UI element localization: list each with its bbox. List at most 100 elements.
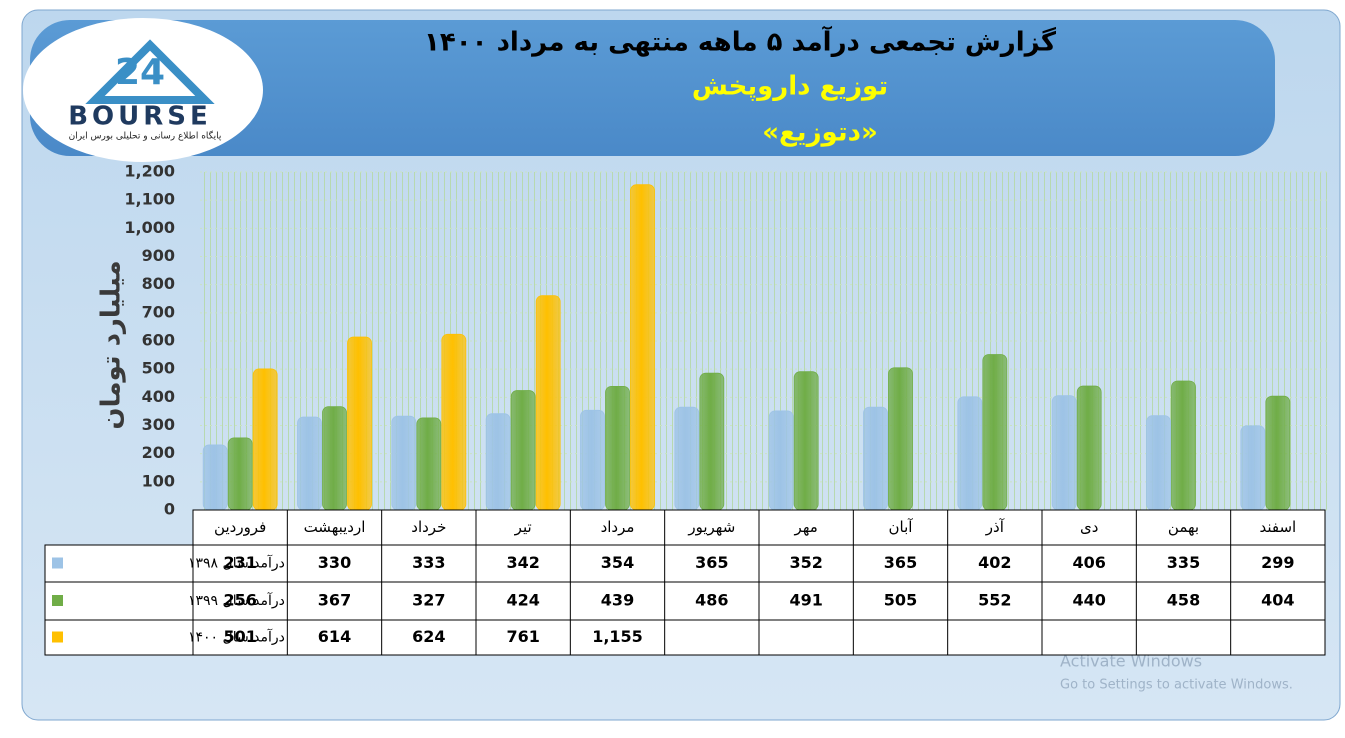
- table-value: 402: [978, 553, 1011, 572]
- table-value: 761: [506, 627, 539, 646]
- table-value: 335: [1167, 553, 1200, 572]
- x-tick-label: مهر: [794, 518, 818, 536]
- y-tick-label: 800: [142, 274, 175, 293]
- watermark: Activate Windows: [1060, 652, 1202, 671]
- table-value: 424: [506, 591, 539, 610]
- y-tick-label: 500: [142, 359, 175, 378]
- x-tick-label: شهریور: [687, 518, 735, 536]
- y-tick-label: 900: [142, 246, 175, 265]
- table-value: 352: [789, 553, 822, 572]
- legend-swatch: [52, 631, 63, 643]
- chart-subtitle: «دتوزیع»: [762, 118, 878, 148]
- bar: [202, 444, 228, 511]
- bar: [227, 437, 253, 511]
- x-tick-label: بهمن: [1168, 518, 1199, 536]
- legend-swatch: [52, 595, 63, 606]
- bar: [535, 295, 561, 511]
- table-value: 440: [1072, 591, 1105, 610]
- table-value: 505: [884, 591, 917, 610]
- table-value: 367: [318, 591, 351, 610]
- bar: [297, 416, 322, 511]
- legend-label: درآمد سال ۱۳۹۸: [188, 555, 285, 572]
- bar: [674, 406, 700, 511]
- bar: [982, 354, 1008, 511]
- bar: [605, 385, 630, 511]
- table-value: 231: [223, 553, 256, 572]
- bar: [347, 336, 372, 511]
- table-value: 501: [223, 627, 256, 646]
- bar: [1051, 395, 1077, 511]
- legend-swatch: [52, 557, 63, 569]
- table-value: 491: [789, 591, 822, 610]
- logo-text: BOURSE: [68, 102, 212, 132]
- table-value: 365: [695, 553, 728, 572]
- x-tick-label: مرداد: [601, 518, 635, 536]
- y-axis-label: میلیارد تومان: [97, 260, 127, 429]
- table-value: 342: [506, 553, 539, 572]
- table-value: 299: [1261, 553, 1294, 572]
- y-tick-label: 100: [142, 471, 175, 490]
- x-tick-label: اردیبهشت: [304, 518, 366, 536]
- bar: [485, 413, 511, 511]
- logo-caption: پایگاه اطلاع رسانی و تحلیلی بورس ایران: [69, 130, 222, 142]
- bar: [699, 372, 725, 511]
- bar: [510, 390, 536, 511]
- watermark: Go to Settings to activate Windows.: [1060, 678, 1293, 693]
- y-tick-label: 1,100: [124, 190, 175, 209]
- bar: [580, 409, 605, 511]
- bar: [888, 367, 913, 511]
- bar: [322, 406, 347, 511]
- table-value: 1,155: [592, 627, 643, 646]
- bar: [1146, 415, 1171, 511]
- table-value: 486: [695, 591, 728, 610]
- bar: [1265, 395, 1291, 511]
- x-tick-label: آذر: [985, 518, 1005, 536]
- y-tick-label: 600: [142, 331, 175, 350]
- table-value: 333: [412, 553, 445, 572]
- logo-mark: [85, 39, 215, 104]
- table-value: 614: [318, 627, 351, 646]
- y-tick-label: 1,000: [124, 218, 175, 237]
- x-tick-label: تیر: [514, 518, 532, 536]
- bar: [630, 184, 655, 511]
- bar: [416, 417, 442, 511]
- legend-label: درآمد سال ۱۳۹۹: [188, 592, 285, 609]
- table-value: 458: [1167, 591, 1200, 610]
- y-tick-label: 400: [142, 387, 175, 406]
- bar: [1240, 425, 1266, 511]
- table-value: 365: [884, 553, 917, 572]
- table-value: 404: [1261, 591, 1294, 610]
- x-tick-label: خرداد: [411, 518, 446, 536]
- table-value: 354: [601, 553, 634, 572]
- bar: [252, 368, 278, 511]
- chart-title: گزارش تجمعی درآمد ۵ ماهه منتهی به مرداد …: [424, 26, 1057, 58]
- table-value: 327: [412, 591, 445, 610]
- logo-bg: [23, 18, 263, 162]
- legend-label: درآمد سال ۱۴۰۰: [188, 629, 285, 646]
- bar: [1171, 380, 1196, 511]
- x-tick-label: اسفند: [1259, 518, 1296, 536]
- y-tick-label: 300: [142, 415, 175, 434]
- bar: [863, 406, 888, 511]
- table-value: 330: [318, 553, 351, 572]
- y-tick-label: 200: [142, 443, 175, 462]
- bar: [768, 410, 794, 511]
- y-tick-label: 700: [142, 302, 175, 321]
- logo-number: 24: [115, 52, 165, 93]
- bar: [441, 333, 467, 511]
- table-value: 406: [1072, 553, 1105, 572]
- header: [30, 20, 1275, 156]
- x-tick-label: آبان: [889, 518, 914, 536]
- bar: [1076, 385, 1102, 511]
- x-tick-label: فروردین: [214, 518, 266, 536]
- bar: [391, 415, 417, 511]
- table-value: 552: [978, 591, 1011, 610]
- y-tick-label: 0: [164, 500, 175, 519]
- table-value: 256: [223, 591, 256, 610]
- x-tick-label: دی: [1080, 518, 1098, 536]
- y-tick-label: 1,200: [124, 162, 175, 181]
- bar: [793, 371, 819, 511]
- bar: [957, 396, 983, 511]
